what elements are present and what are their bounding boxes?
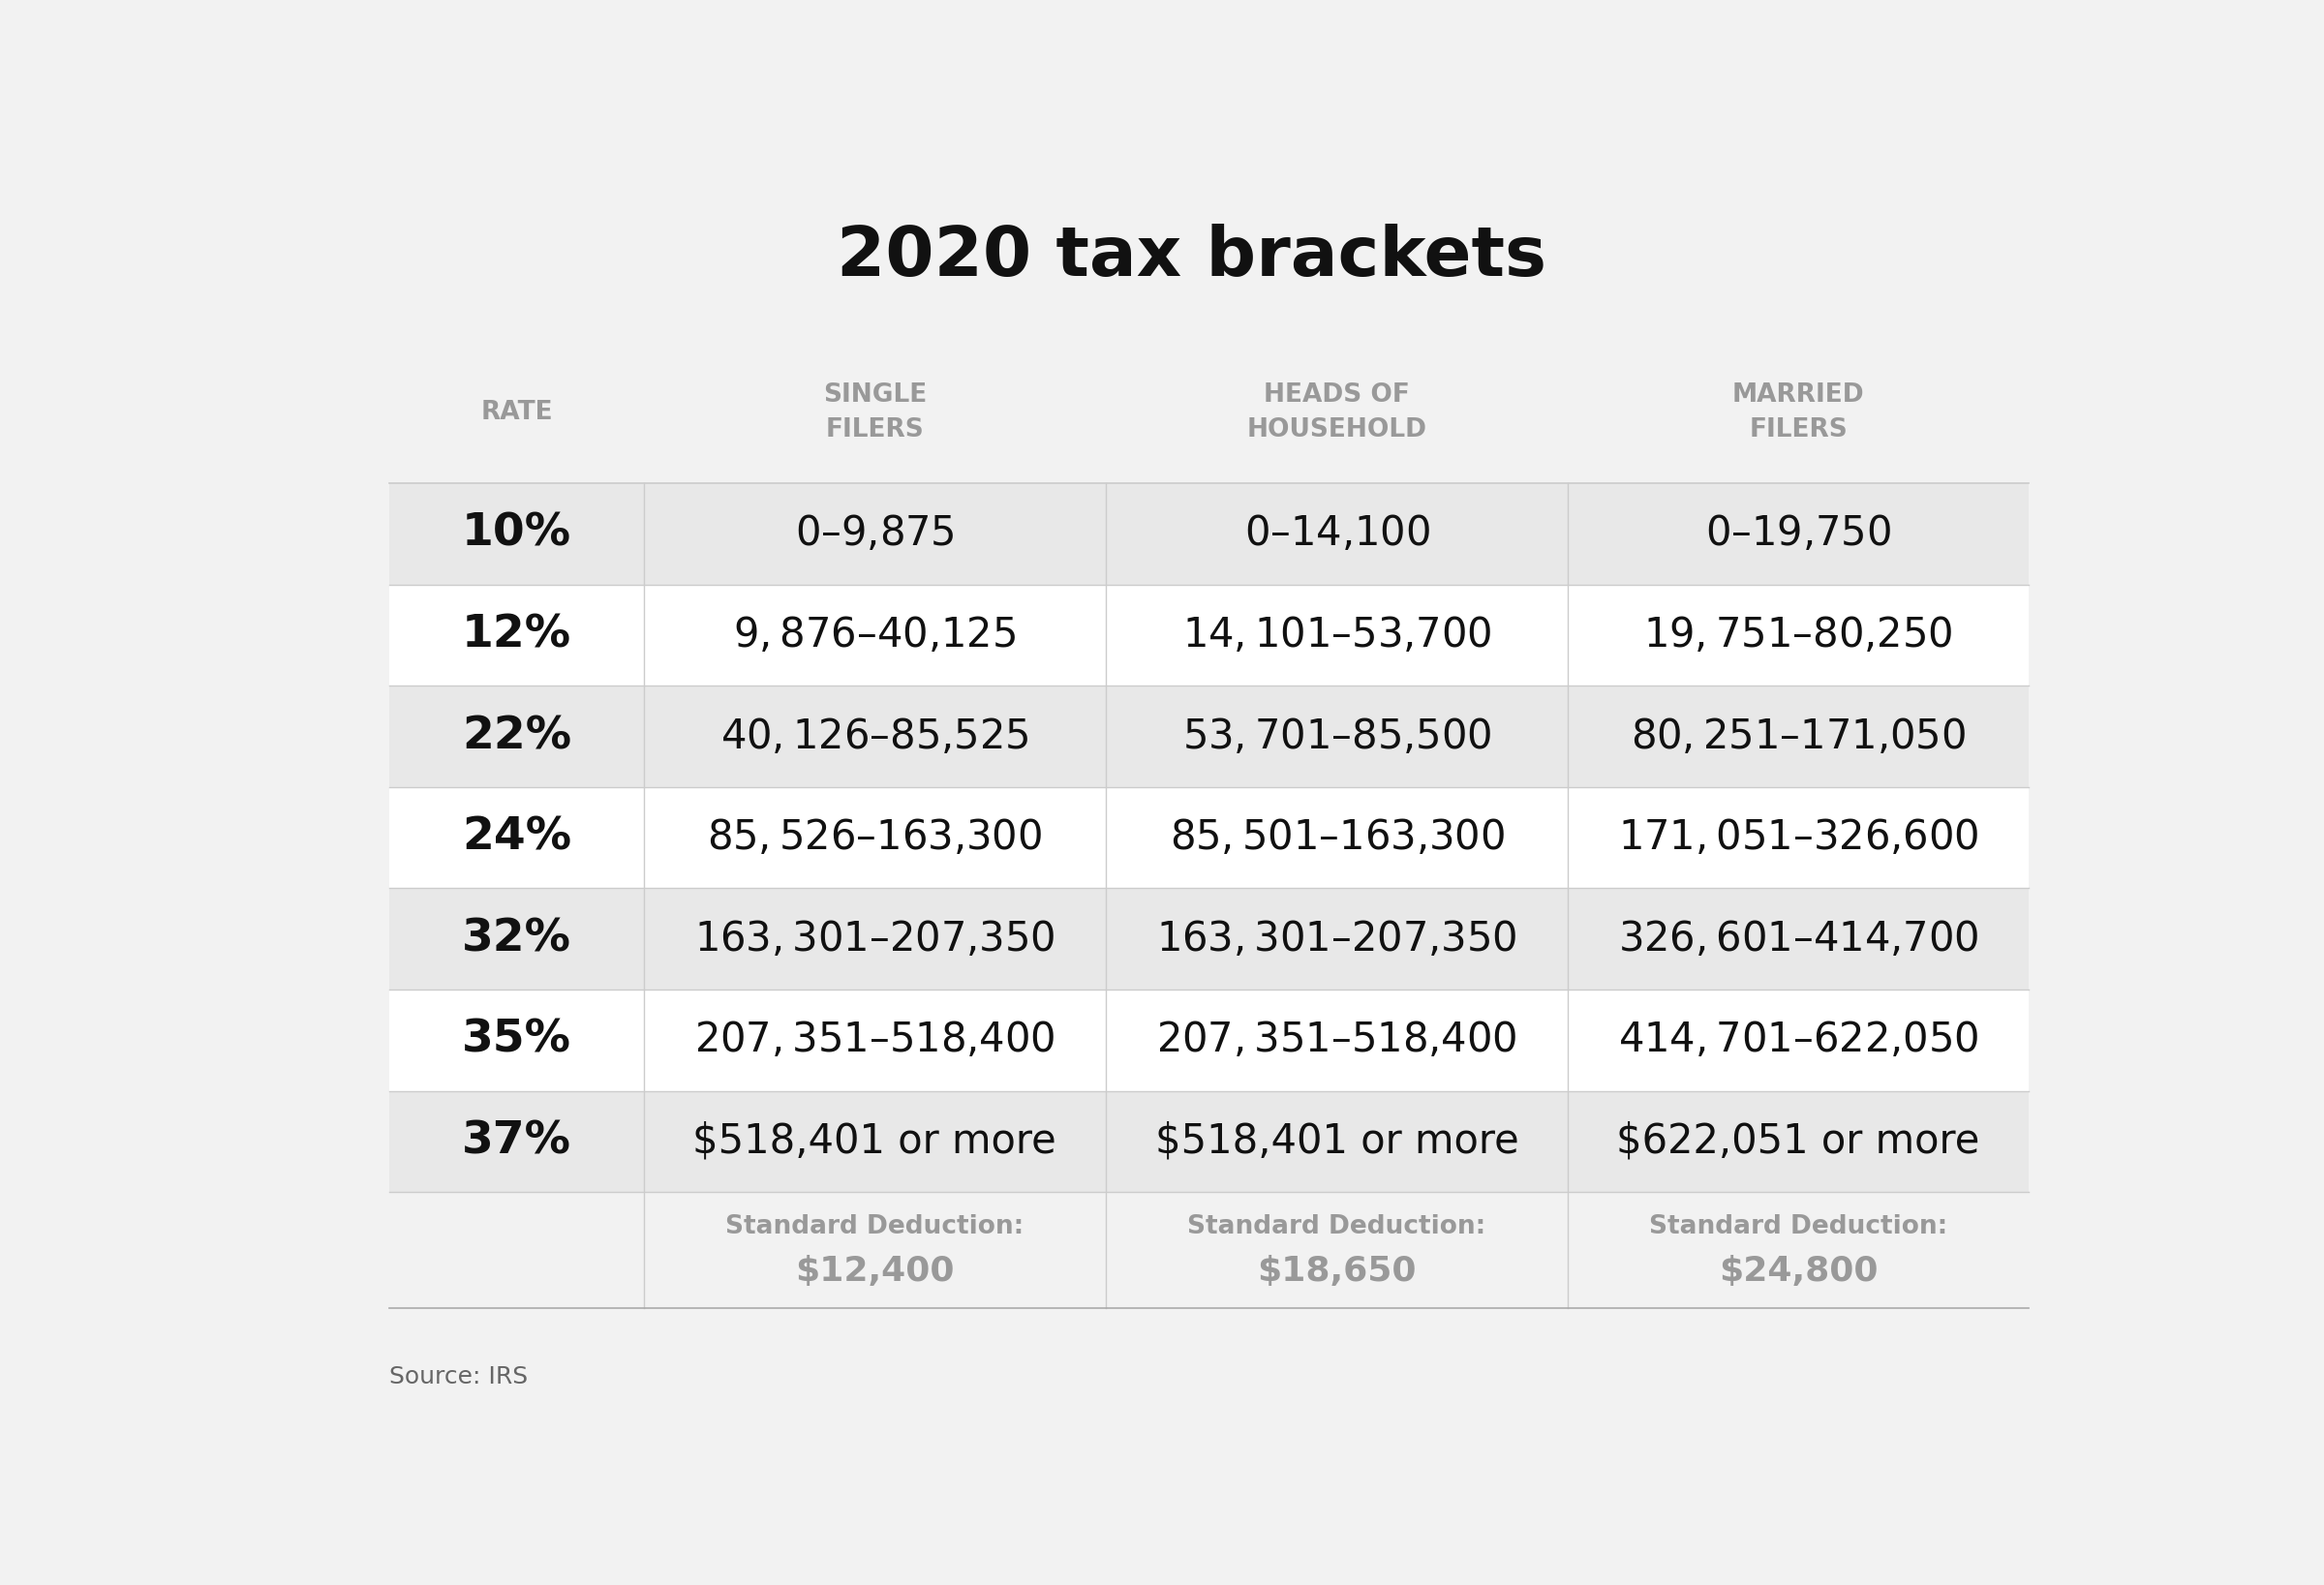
Text: Standard Deduction:: Standard Deduction: <box>1188 1214 1485 1239</box>
Text: SINGLE
FILERS: SINGLE FILERS <box>823 384 927 442</box>
Text: $326,601–$414,700: $326,601–$414,700 <box>1618 919 1978 959</box>
Text: Standard Deduction:: Standard Deduction: <box>1650 1214 1948 1239</box>
Text: 10%: 10% <box>462 512 572 555</box>
FancyBboxPatch shape <box>390 1090 2029 1192</box>
Text: $53,701–$85,500: $53,701–$85,500 <box>1183 716 1492 756</box>
FancyBboxPatch shape <box>390 483 2029 585</box>
Text: Standard Deduction:: Standard Deduction: <box>725 1214 1025 1239</box>
Text: $414,701–$622,050: $414,701–$622,050 <box>1618 1019 1978 1060</box>
FancyBboxPatch shape <box>390 888 2029 989</box>
Text: $85,526–$163,300: $85,526–$163,300 <box>706 818 1041 857</box>
Text: $0–$19,750: $0–$19,750 <box>1706 514 1892 555</box>
Text: $12,400: $12,400 <box>795 1255 955 1287</box>
Text: $518,401 or more: $518,401 or more <box>693 1121 1057 1162</box>
Text: $163,301–$207,350: $163,301–$207,350 <box>1157 919 1518 959</box>
Text: 22%: 22% <box>462 715 572 758</box>
Text: $207,351–$518,400: $207,351–$518,400 <box>695 1019 1055 1060</box>
Text: $163,301–$207,350: $163,301–$207,350 <box>695 919 1055 959</box>
Text: 12%: 12% <box>462 613 572 656</box>
Text: $622,051 or more: $622,051 or more <box>1618 1121 1980 1162</box>
FancyBboxPatch shape <box>390 686 2029 788</box>
Text: 2020 tax brackets: 2020 tax brackets <box>837 223 1545 290</box>
Text: 32%: 32% <box>462 918 572 961</box>
Text: 37%: 37% <box>462 1119 572 1163</box>
Text: $0–$14,100: $0–$14,100 <box>1243 514 1429 555</box>
Text: $24,800: $24,800 <box>1720 1255 1878 1287</box>
FancyBboxPatch shape <box>390 1192 2029 1308</box>
FancyBboxPatch shape <box>390 788 2029 888</box>
Text: $0–$9,875: $0–$9,875 <box>795 514 955 555</box>
Text: $9,876–$40,125: $9,876–$40,125 <box>734 615 1016 655</box>
Text: $207,351–$518,400: $207,351–$518,400 <box>1157 1019 1518 1060</box>
Text: $18,650: $18,650 <box>1257 1255 1418 1287</box>
Text: 24%: 24% <box>462 816 572 859</box>
Text: 35%: 35% <box>462 1019 572 1062</box>
Text: $19,751–$80,250: $19,751–$80,250 <box>1643 615 1952 655</box>
Text: $171,051–$326,600: $171,051–$326,600 <box>1618 818 1978 857</box>
Text: MARRIED
FILERS: MARRIED FILERS <box>1731 384 1864 442</box>
FancyBboxPatch shape <box>390 989 2029 1090</box>
Text: $518,401 or more: $518,401 or more <box>1155 1121 1520 1162</box>
Text: $80,251–$171,050: $80,251–$171,050 <box>1631 716 1966 756</box>
Text: RATE: RATE <box>481 401 553 425</box>
Text: HEADS OF
HOUSEHOLD: HEADS OF HOUSEHOLD <box>1248 384 1427 442</box>
Text: $85,501–$163,300: $85,501–$163,300 <box>1169 818 1504 857</box>
FancyBboxPatch shape <box>390 585 2029 686</box>
Text: $14,101–$53,700: $14,101–$53,700 <box>1183 615 1492 655</box>
Text: $40,126–$85,525: $40,126–$85,525 <box>720 716 1030 756</box>
Text: Source: IRS: Source: IRS <box>390 1365 528 1388</box>
